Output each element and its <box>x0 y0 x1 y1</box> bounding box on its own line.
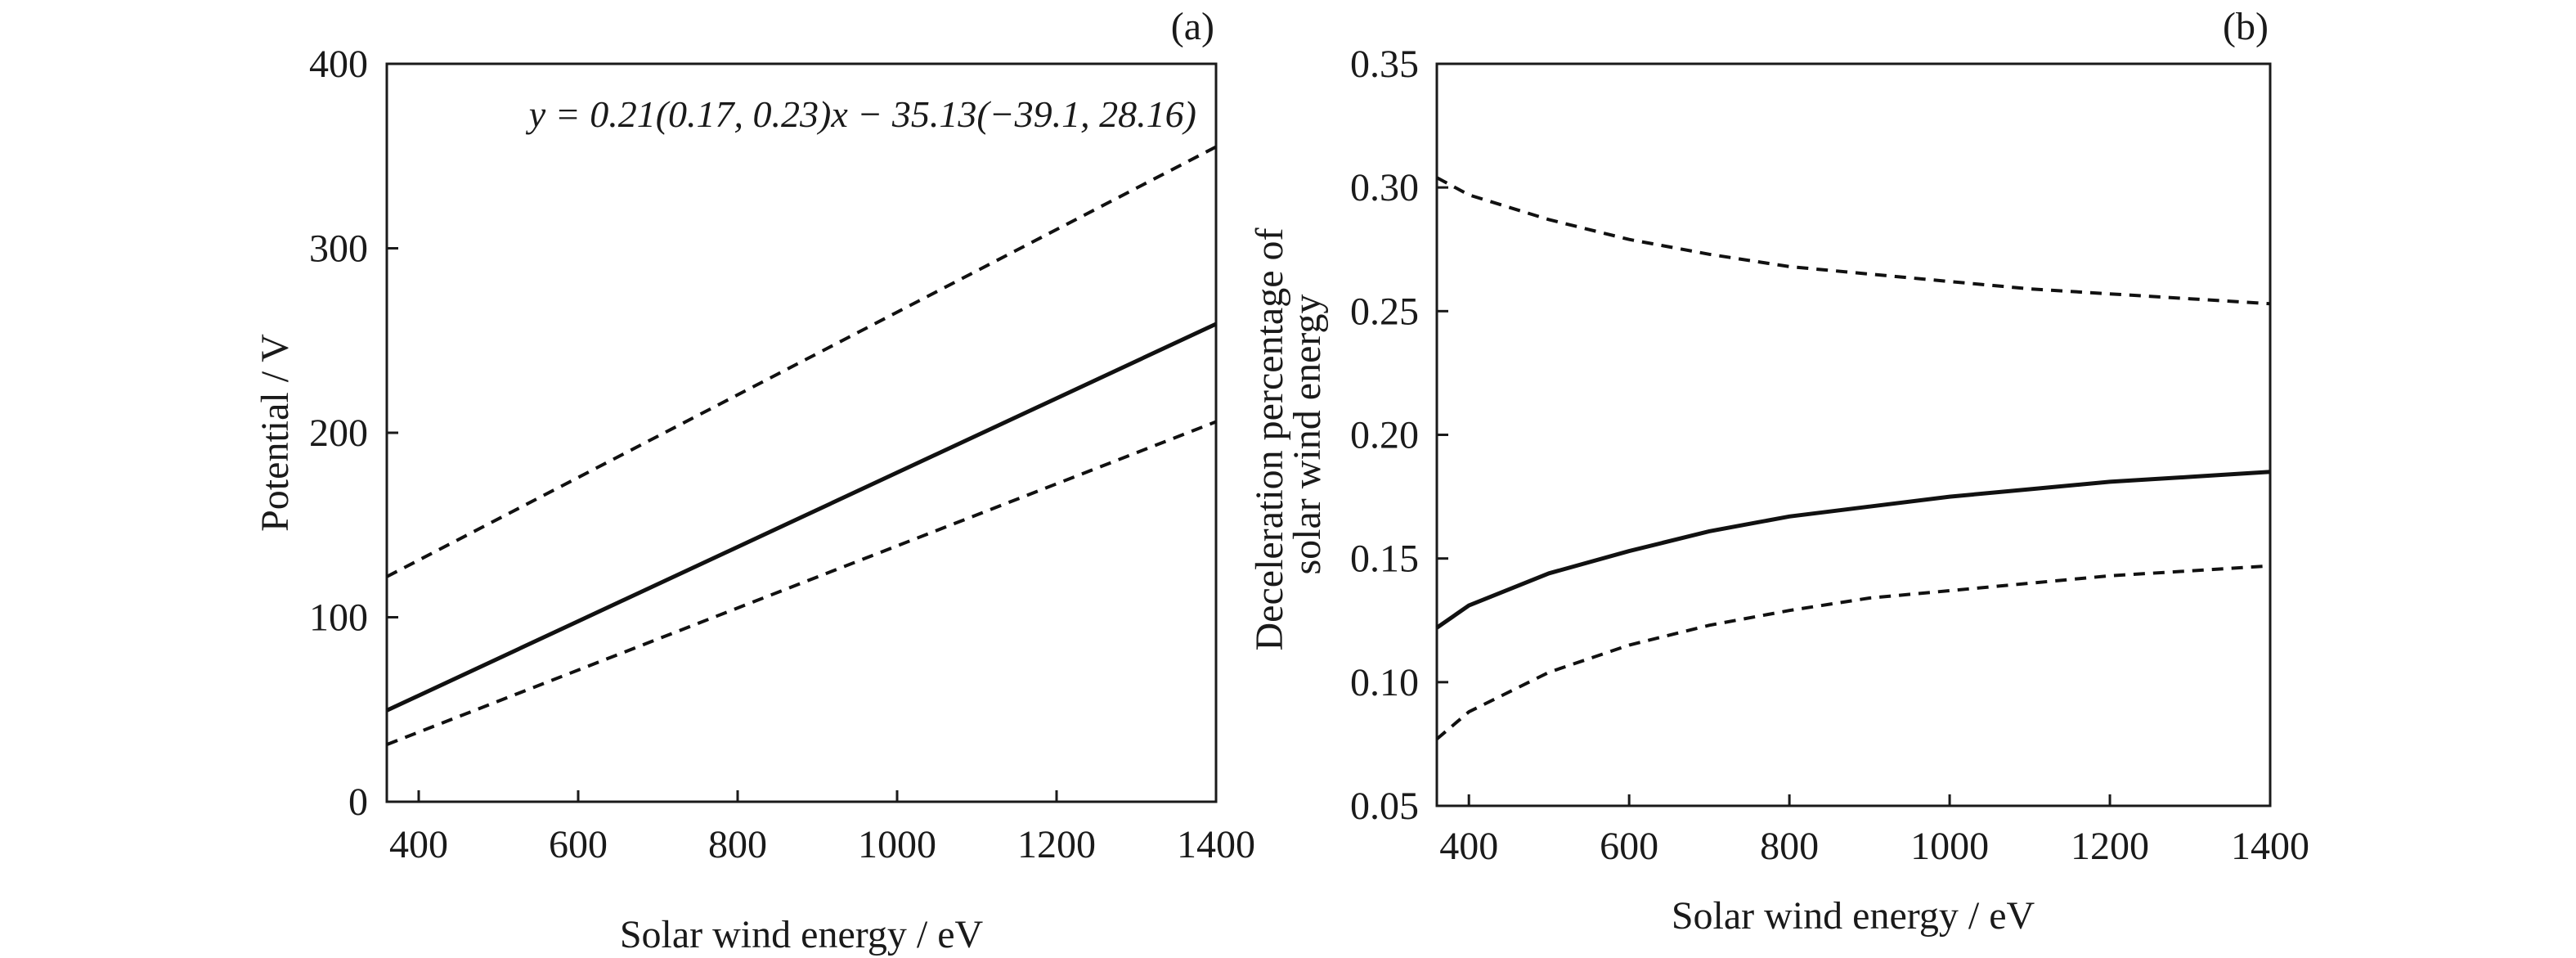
panel-a-y-tick-label: 200 <box>309 412 368 455</box>
panel-b-ticks: 400 600 800 1000 1200 1400 0.05 0.10 0.15 0.20 0.2… <box>1350 43 2309 868</box>
panel-b-y-tick-label: 0.30 <box>1350 166 1419 209</box>
panel-a-series-1-solid-line <box>385 322 1218 713</box>
panel-a-plot-frame <box>385 62 1218 803</box>
panel-a-x-tick-label: 1000 <box>858 823 936 866</box>
panel-b-x-tick-label: 400 <box>1439 825 1498 868</box>
panel-b-y-tick-label: 0.15 <box>1350 537 1419 581</box>
panel-a-y-tick-label: 300 <box>309 227 368 271</box>
panel-b-x-tick-label: 1200 <box>2071 825 2149 868</box>
panel-a-label: (a) <box>1171 5 1214 48</box>
panel-b-x-tick-label: 1400 <box>2231 825 2309 868</box>
panel-a-y-tick-label: 400 <box>309 43 368 86</box>
panel-b-x-tick-label: 600 <box>1600 825 1658 868</box>
panel-a-y-tick-label: 100 <box>309 596 368 640</box>
panel-a-ticks: 400 600 800 1000 1200 1400 0 100 200 300 400 <box>309 43 1255 866</box>
panel-b-plot-frame <box>1435 62 2272 807</box>
panel-b-y-axis-title-line-2: solar wind energy <box>1286 294 1329 574</box>
panel-b-y-tick-label: 0.20 <box>1350 414 1419 457</box>
panel-a-series-group <box>385 145 1218 746</box>
panel-b-series-3-dashed-line <box>1435 564 2271 740</box>
panel-b-series-1-solid-line <box>1435 470 2271 630</box>
panel-b-y-axis-title-line-1: Deceleration percentage of <box>1248 227 1291 650</box>
panel-b-y-tick-label: 0.25 <box>1350 290 1419 333</box>
panel-a-x-tick-label: 600 <box>549 823 608 866</box>
panel-a-x-tick-label: 400 <box>389 823 448 866</box>
panel-b-chart: 400 600 800 1000 1200 1400 0.05 0.10 0.15 0.20 0.2… <box>1248 5 2309 938</box>
panel-a-chart: 400 600 800 1000 1200 1400 0 100 200 300 400 (a) S… <box>254 5 1255 956</box>
panel-a-x-tick-label: 1200 <box>1017 823 1096 866</box>
panel-b-x-tick-label: 800 <box>1760 825 1819 868</box>
panel-b-label: (b) <box>2223 5 2269 48</box>
panel-b-series-2-dashed-line <box>1436 176 2271 306</box>
panel-a-fit-equation: y = 0.21(0.17, 0.23)x − 35.13(−39.1, 28.… <box>526 93 1196 135</box>
panel-a-series-2-dashed-line <box>386 145 1217 578</box>
panel-b-y-tick-label: 0.35 <box>1350 43 1419 86</box>
panel-a-y-axis-title: Potential / V <box>254 334 297 532</box>
panel-a-y-tick-label: 0 <box>348 780 368 824</box>
panel-a-x-axis-title: Solar wind energy / eV <box>620 913 984 956</box>
panel-a-x-tick-label: 800 <box>708 823 767 866</box>
panel-b-series-group <box>1435 176 2271 740</box>
panel-b-x-tick-label: 1000 <box>1910 825 1989 868</box>
panel-a-series-3-dashed-line <box>386 420 1217 746</box>
panel-b-y-axis-title: Deceleration percentage of solar wind en… <box>1248 218 1329 650</box>
panel-b-y-tick-label: 0.05 <box>1350 785 1419 828</box>
panel-b-y-tick-label: 0.10 <box>1350 661 1419 704</box>
panel-b-x-axis-title: Solar wind energy / eV <box>1672 894 2035 938</box>
panel-a-x-tick-label: 1400 <box>1177 823 1255 866</box>
